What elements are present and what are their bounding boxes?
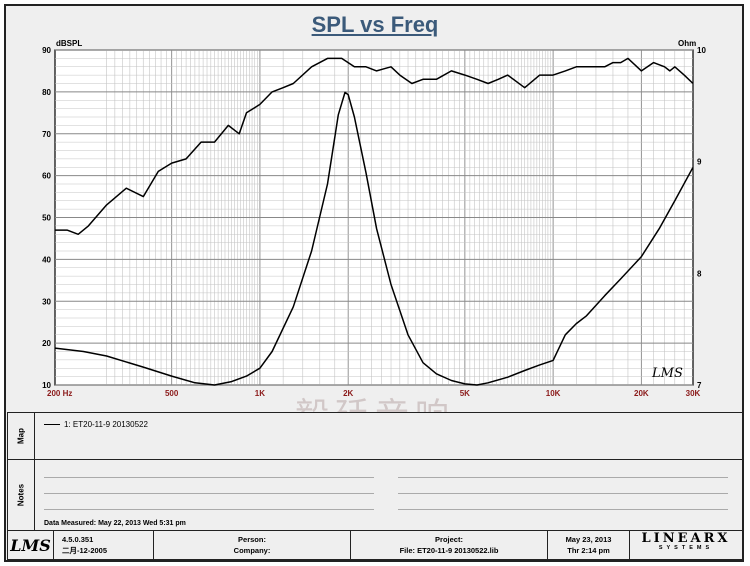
impedance-curve [54, 91, 694, 386]
y-left-tick-label: 50 [42, 214, 51, 223]
footer-person-cell: Person: Company: [154, 531, 351, 559]
y-right-tick-label: 10 [697, 46, 706, 55]
y-left-tick-label: 10 [42, 381, 51, 390]
note-line [44, 509, 374, 510]
footer-logo-cell: LMS [8, 531, 54, 559]
corner-lms-logo: LMS [651, 366, 683, 381]
note-line [398, 493, 728, 494]
notes-side-label: Notes [8, 460, 35, 530]
note-line [44, 477, 374, 478]
y-right-tick-label: 7 [697, 381, 702, 390]
build-date: 二月-12-2005 [62, 546, 108, 555]
notes-panel: Notes Data Measured: May 22, 2013 Wed 5:… [7, 459, 743, 531]
map-panel: Map 1: ET20-11-9 20130522 [7, 412, 743, 460]
footer-date-cell: May 23, 2013 Thr 2:14 pm [548, 531, 630, 559]
y-left-tick-label: 60 [42, 172, 51, 181]
chart-title: SPL vs Freq [311, 12, 439, 37]
version: 4.5.0.351 [62, 535, 94, 544]
tick-layer: 200 Hz 500 1K 2K 5K 10K 20K 30K 10 20 30 40 50 60 70 80… [42, 46, 706, 398]
y-right-tick-label: 8 [697, 269, 702, 278]
footer-version-cell: 4.5.0.351 二月-12-2005 [54, 531, 154, 559]
y-left-tick-label: 90 [42, 46, 51, 55]
legend-line-swatch [44, 424, 60, 425]
y-axis-label-right: Ohm [678, 39, 696, 48]
note-line [398, 477, 728, 478]
y-left-tick-label: 70 [42, 130, 51, 139]
x-tick-label: 10K [546, 389, 561, 398]
note-line [44, 493, 374, 494]
series-layer [54, 57, 694, 386]
lms-logo: LMS [10, 535, 51, 555]
person-label: Person: [238, 535, 266, 544]
x-tick-label: 1K [255, 389, 265, 398]
spl-curve [55, 57, 694, 236]
footer-brand-cell: LINEARX SYSTEMS [630, 531, 742, 559]
x-tick-label: 20K [634, 389, 649, 398]
file-label: File: ET20-11-9 20130522.lib [399, 546, 499, 555]
x-tick-label: 5K [460, 389, 470, 398]
x-tick-label: 500 [165, 389, 179, 398]
y-left-tick-label: 80 [42, 88, 51, 97]
x-tick-label: 2K [343, 389, 353, 398]
x-tick-label: 30K [686, 389, 701, 398]
legend-entry: 1: ET20-11-9 20130522 [44, 420, 148, 429]
y-right-tick-label: 9 [697, 158, 702, 167]
linearx-sub: SYSTEMS [658, 545, 714, 551]
y-left-tick-label: 20 [42, 339, 51, 348]
linearx-logo: LINEARX [641, 531, 731, 546]
company-label: Company: [233, 546, 271, 555]
note-line [398, 509, 728, 510]
y-left-tick-label: 40 [42, 255, 51, 264]
chart-plot: 200 Hz 500 1K 2K 5K 10K 20K 30K 10 20 30 40 50 60 70 80… [42, 39, 706, 398]
footer-project-cell: Project: File: ET20-11-9 20130522.lib [351, 531, 548, 559]
print-date: May 23, 2013 [565, 535, 612, 544]
footer: LMS 4.5.0.351 二月-12-2005 Person: Company… [7, 530, 743, 560]
print-time: Thr 2:14 pm [567, 546, 610, 555]
y-left-tick-label: 30 [42, 297, 51, 306]
date-measured: Data Measured: May 22, 2013 Wed 5:31 pm [44, 520, 186, 527]
y-axis-label-left: dBSPL [56, 39, 82, 48]
legend-entry-label: 1: ET20-11-9 20130522 [64, 420, 148, 429]
x-tick-label: 200 Hz [47, 389, 72, 398]
project-label: Project: [435, 535, 463, 544]
map-side-label: Map [8, 413, 35, 459]
